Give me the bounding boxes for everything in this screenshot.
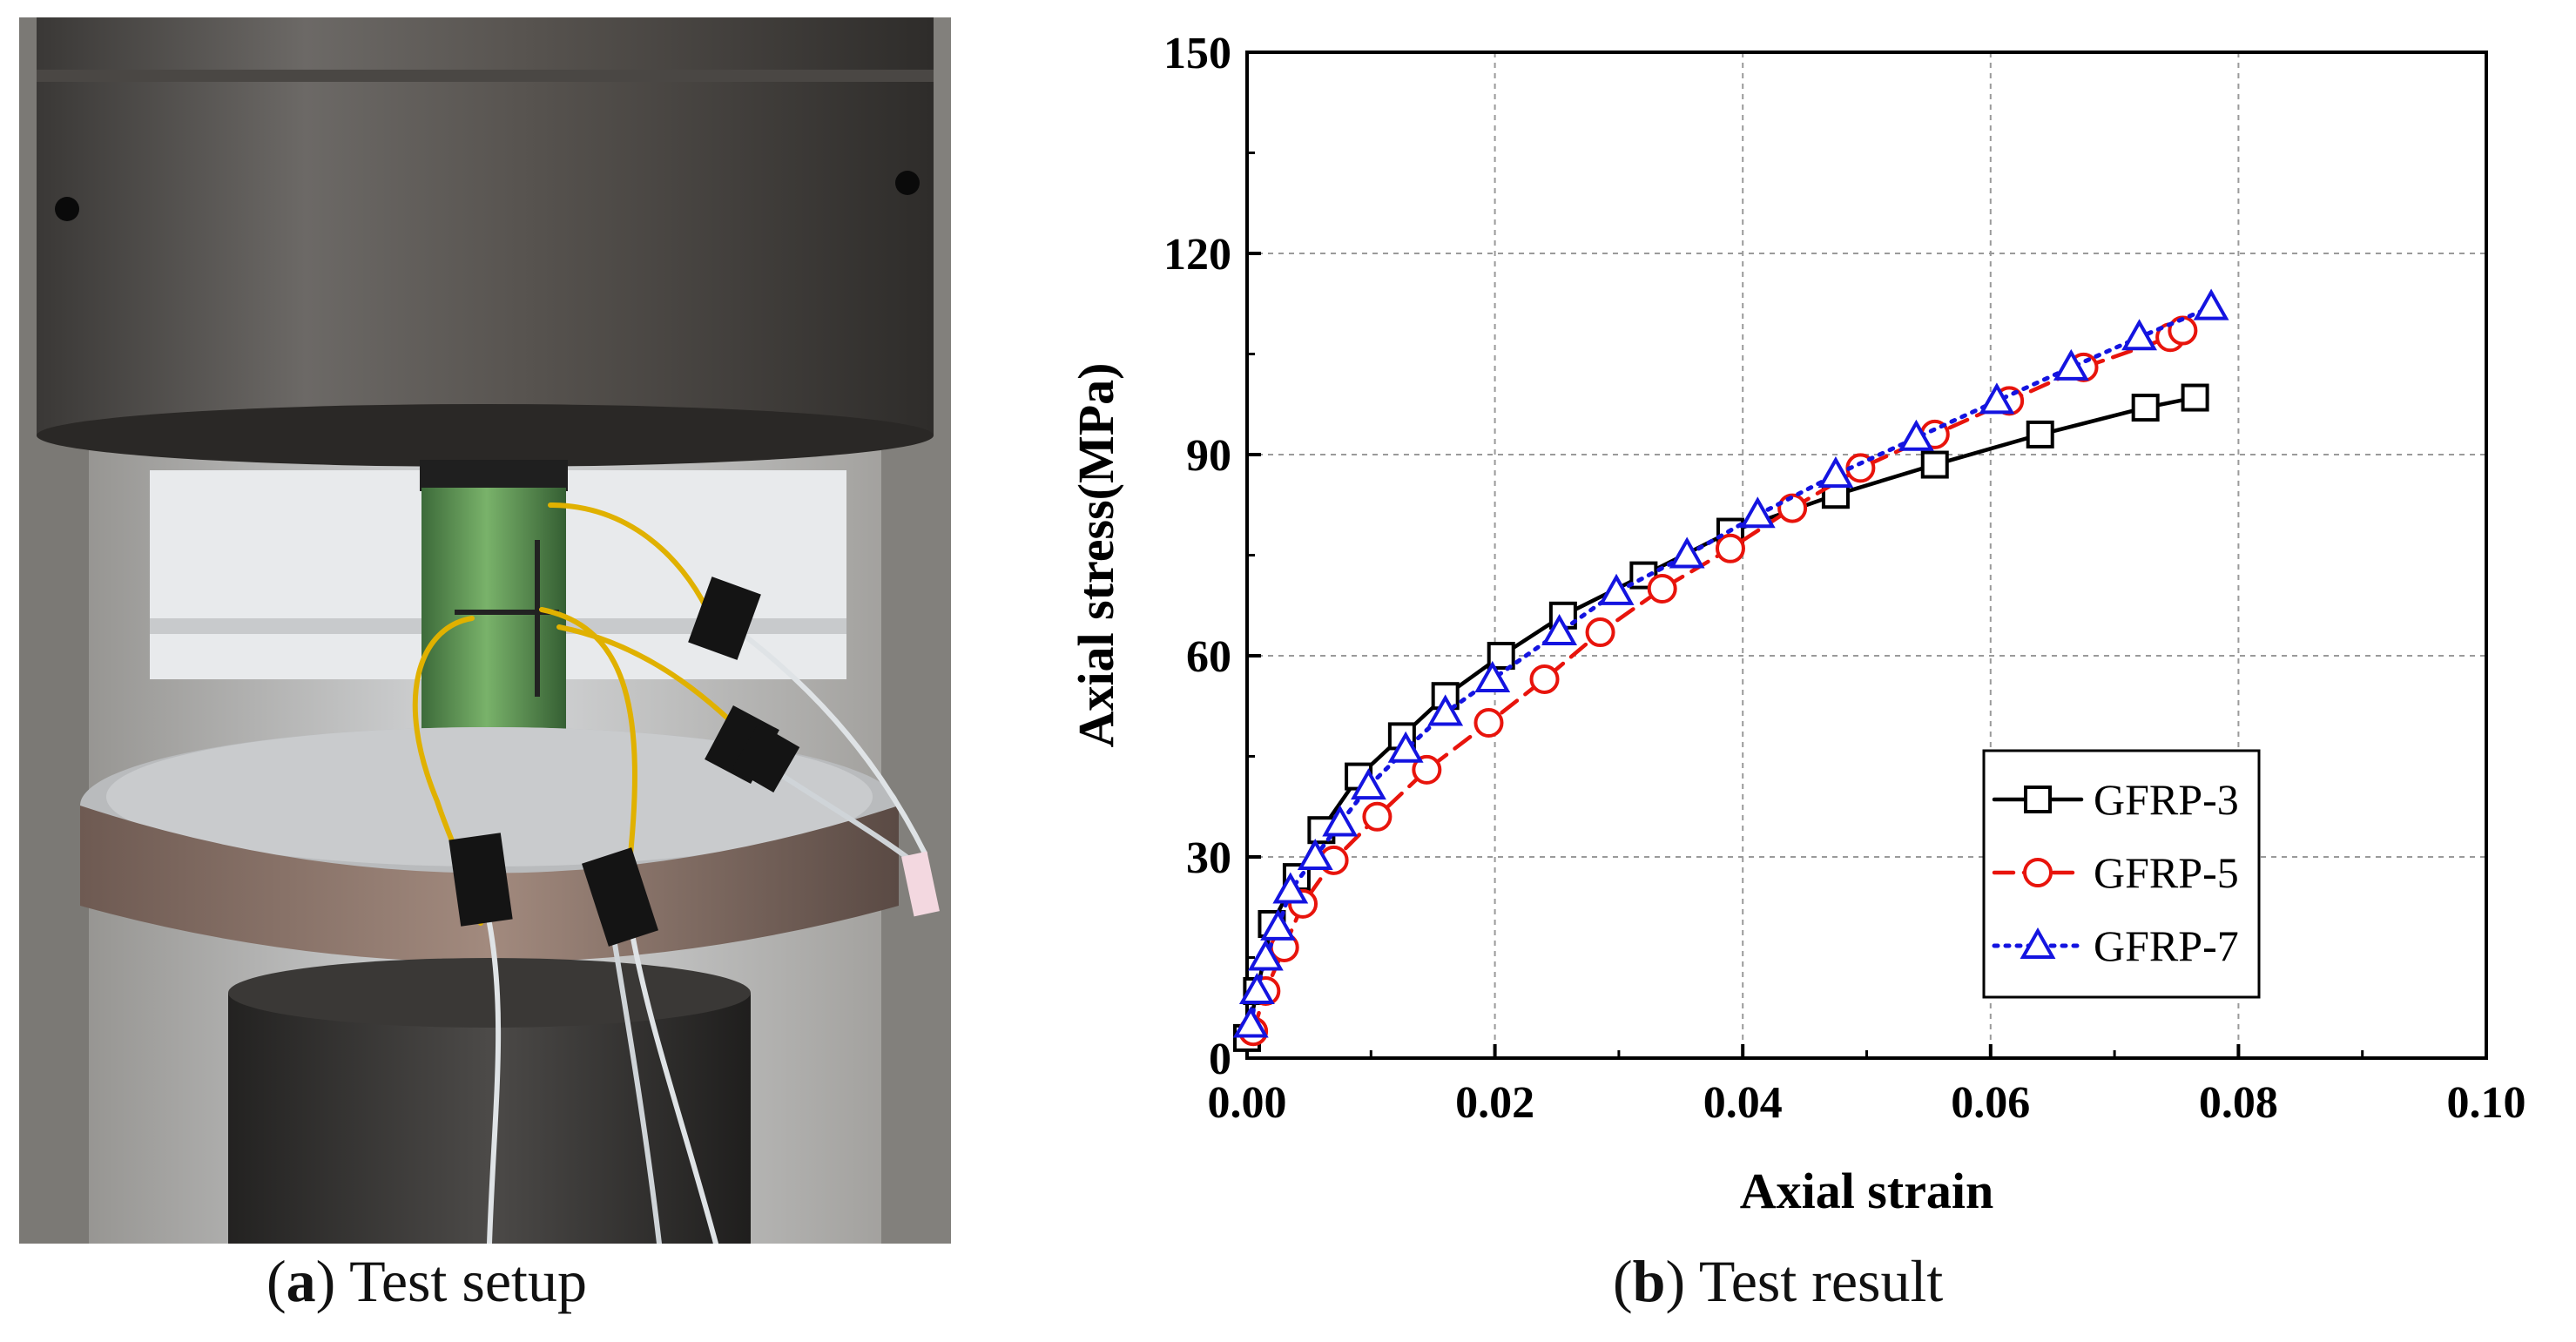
data-point <box>1474 660 1511 692</box>
y-tick-label: 0 <box>1209 1035 1231 1084</box>
caption-b-text: Test result <box>1698 1248 1944 1314</box>
caption-b-letter: b <box>1632 1248 1666 1314</box>
legend-marker-gfrp-7 <box>2020 927 2056 959</box>
legend-label-gfrp-3: GFRP-3 <box>2094 775 2239 824</box>
data-point <box>2181 383 2209 412</box>
data-point <box>1387 731 1424 763</box>
legend: GFRP-3 GFRP-5 GFRP-7 <box>1982 749 2261 999</box>
data-point <box>1817 456 1854 489</box>
data-point <box>2131 394 2160 422</box>
series-gfrp-5 <box>1238 315 2198 1047</box>
y-tick-label: 90 <box>1186 431 1231 481</box>
data-point <box>1238 972 1275 1004</box>
data-point <box>1427 694 1464 726</box>
plot-frame <box>1245 51 2488 1060</box>
stress-strain-chart: 0.00 0.02 0.04 0.06 0.08 0.10 0 30 60 90 120 150 Ax… <box>1045 0 2576 1245</box>
data-point <box>1598 573 1635 605</box>
x-tick-label: 0.04 <box>1703 1078 1783 1128</box>
legend-label-gfrp-5: GFRP-5 <box>2094 848 2239 897</box>
y-tick-label: 60 <box>1186 632 1231 682</box>
y-axis-title: Axial stress(MPa) <box>1068 363 1124 748</box>
y-tick-label: 120 <box>1163 230 1231 280</box>
legend-marker-gfrp-3 <box>2024 786 2052 813</box>
data-point <box>1260 908 1297 941</box>
data-point <box>1272 872 1309 904</box>
series-layer <box>1232 288 2229 1052</box>
legend-label-gfrp-7: GFRP-7 <box>2094 921 2239 970</box>
data-point <box>1362 801 1393 832</box>
axis-ticks: 0.00 0.02 0.04 0.06 0.08 0.10 0 30 60 90 120 150 <box>1163 29 2526 1128</box>
caption-a: (a) Test setup <box>266 1248 587 1314</box>
data-point <box>1247 939 1284 971</box>
caption-a-text: Test setup <box>349 1248 587 1314</box>
data-point <box>1232 1006 1269 1038</box>
data-point <box>2121 319 2157 351</box>
data-point <box>1473 708 1504 738</box>
data-point <box>1351 768 1386 800</box>
x-axis-title: Axial strain <box>1740 1163 1994 1219</box>
data-point <box>1739 496 1776 529</box>
data-point <box>2193 288 2229 320</box>
y-tick-label: 30 <box>1186 833 1231 883</box>
x-tick-label: 0.08 <box>2199 1078 2278 1128</box>
data-point <box>1412 754 1442 785</box>
x-tick-label: 0.02 <box>1455 1078 1534 1128</box>
caption-b: (b) Test result <box>1613 1248 1944 1314</box>
data-point <box>1898 419 1934 451</box>
data-point <box>2053 348 2089 381</box>
grid-lines <box>1247 52 2486 1058</box>
data-point <box>1297 838 1333 870</box>
data-point <box>1647 574 1677 604</box>
data-point <box>1585 617 1615 648</box>
legend-marker-gfrp-5 <box>2023 858 2053 887</box>
data-point <box>1979 382 2015 415</box>
x-tick-label: 0.06 <box>1951 1078 2030 1128</box>
x-tick-label: 0.00 <box>1208 1078 1287 1128</box>
caption-a-letter: a <box>286 1248 316 1314</box>
data-point <box>1715 533 1745 563</box>
data-point <box>1529 664 1560 694</box>
x-tick-label: 0.10 <box>2447 1078 2526 1128</box>
data-point <box>1669 536 1705 569</box>
data-point <box>1322 805 1359 837</box>
data-point <box>2026 420 2054 448</box>
data-point <box>1920 450 1949 479</box>
y-tick-label: 150 <box>1163 29 1231 78</box>
data-point <box>1777 493 1808 523</box>
data-point <box>1541 613 1578 646</box>
test-setup-photo <box>19 17 951 1244</box>
series-gfrp-7 <box>1232 288 2229 1038</box>
